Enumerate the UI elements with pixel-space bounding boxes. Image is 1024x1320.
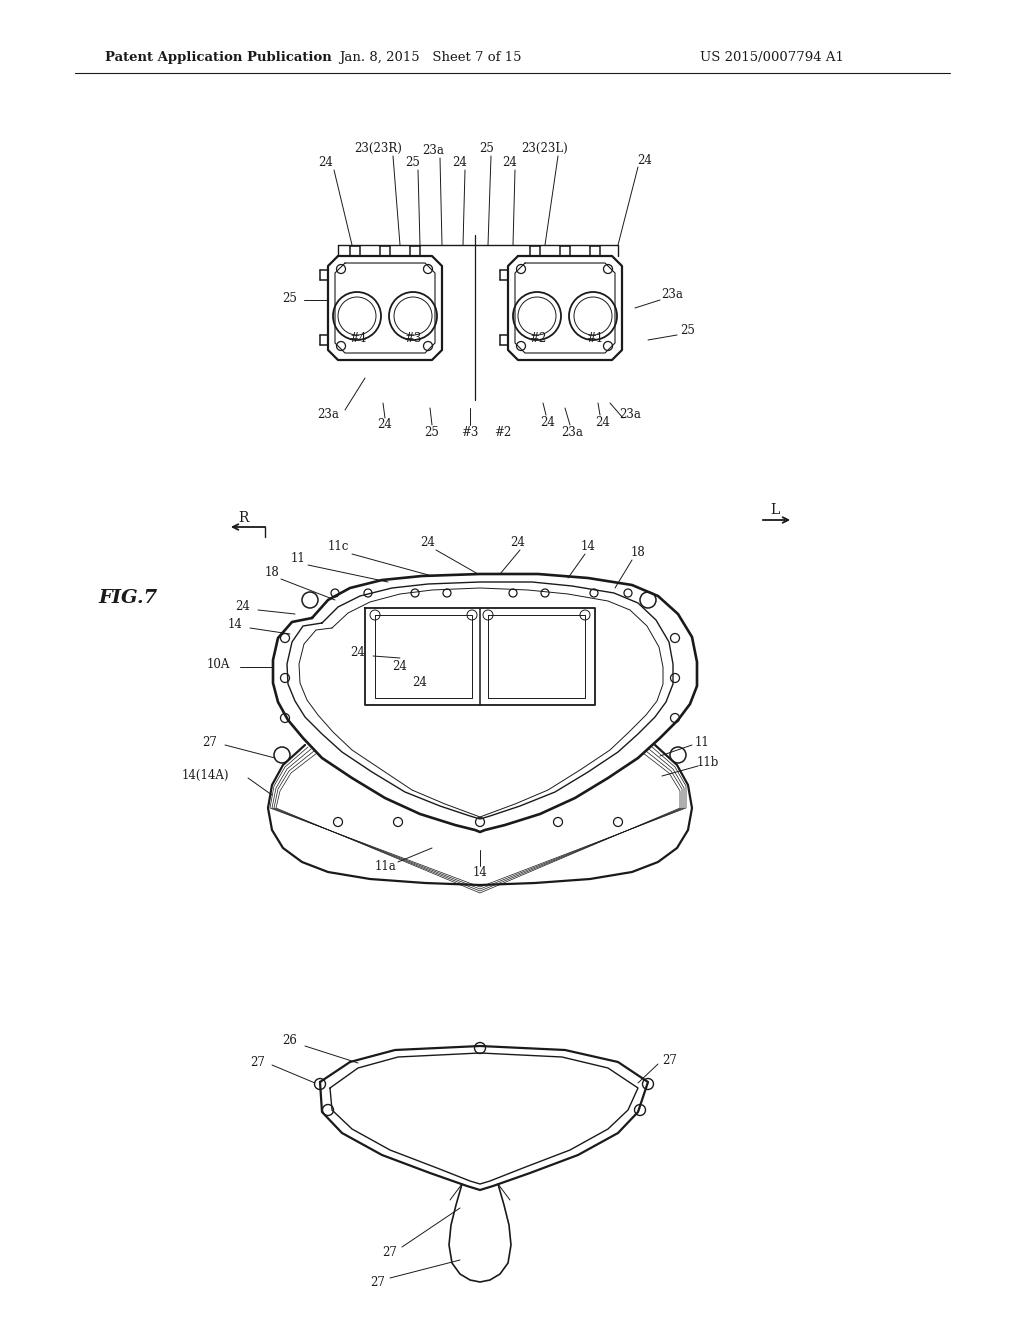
Text: US 2015/0007794 A1: US 2015/0007794 A1 (700, 51, 844, 65)
Text: 25: 25 (283, 292, 297, 305)
Text: 27: 27 (203, 735, 217, 748)
Text: R: R (238, 511, 248, 525)
Text: 14: 14 (227, 619, 243, 631)
Text: 25: 25 (681, 323, 695, 337)
Text: 23a: 23a (662, 289, 683, 301)
Text: 24: 24 (236, 601, 251, 614)
Text: 11: 11 (291, 552, 305, 565)
Text: L: L (770, 503, 779, 517)
Text: 24: 24 (392, 660, 408, 673)
Text: #3: #3 (404, 331, 422, 345)
Text: FIG.7: FIG.7 (98, 589, 158, 607)
Text: 24: 24 (453, 157, 467, 169)
Text: 14: 14 (472, 866, 487, 879)
Text: 27: 27 (371, 1275, 385, 1288)
Text: Patent Application Publication: Patent Application Publication (105, 51, 332, 65)
Text: 23a: 23a (561, 425, 583, 438)
Text: 23a: 23a (620, 408, 641, 421)
Text: 24: 24 (511, 536, 525, 549)
Text: 24: 24 (503, 157, 517, 169)
Text: 24: 24 (596, 416, 610, 429)
Text: 27: 27 (251, 1056, 265, 1068)
Text: #4: #4 (349, 331, 367, 345)
Text: 24: 24 (421, 536, 435, 549)
Text: 18: 18 (631, 546, 645, 560)
Text: 14(14A): 14(14A) (181, 768, 228, 781)
Text: 11: 11 (694, 735, 710, 748)
Text: 27: 27 (663, 1053, 678, 1067)
Text: 26: 26 (283, 1034, 297, 1047)
Text: 23a: 23a (317, 408, 339, 421)
Text: 10A: 10A (206, 659, 229, 672)
Text: 18: 18 (264, 565, 280, 578)
Text: 24: 24 (350, 647, 366, 660)
Text: 24: 24 (413, 676, 427, 689)
Text: #1: #1 (587, 331, 603, 345)
Text: 25: 25 (479, 141, 495, 154)
Text: 23(23L): 23(23L) (521, 141, 568, 154)
Text: 11b: 11b (696, 755, 719, 768)
Text: 23a: 23a (422, 144, 444, 157)
Text: 24: 24 (638, 153, 652, 166)
Text: #2: #2 (529, 331, 547, 345)
Text: 25: 25 (425, 425, 439, 438)
Text: 24: 24 (318, 157, 334, 169)
Text: 11c: 11c (328, 540, 349, 553)
Text: 27: 27 (383, 1246, 397, 1259)
Text: Jan. 8, 2015   Sheet 7 of 15: Jan. 8, 2015 Sheet 7 of 15 (339, 51, 521, 65)
Text: 24: 24 (541, 416, 555, 429)
Text: 23(23R): 23(23R) (354, 141, 402, 154)
Text: 24: 24 (378, 418, 392, 432)
Text: 11a: 11a (374, 859, 396, 873)
Text: #3: #3 (462, 425, 478, 438)
Text: 14: 14 (581, 540, 595, 553)
Text: 25: 25 (406, 157, 421, 169)
Text: #2: #2 (495, 425, 512, 438)
